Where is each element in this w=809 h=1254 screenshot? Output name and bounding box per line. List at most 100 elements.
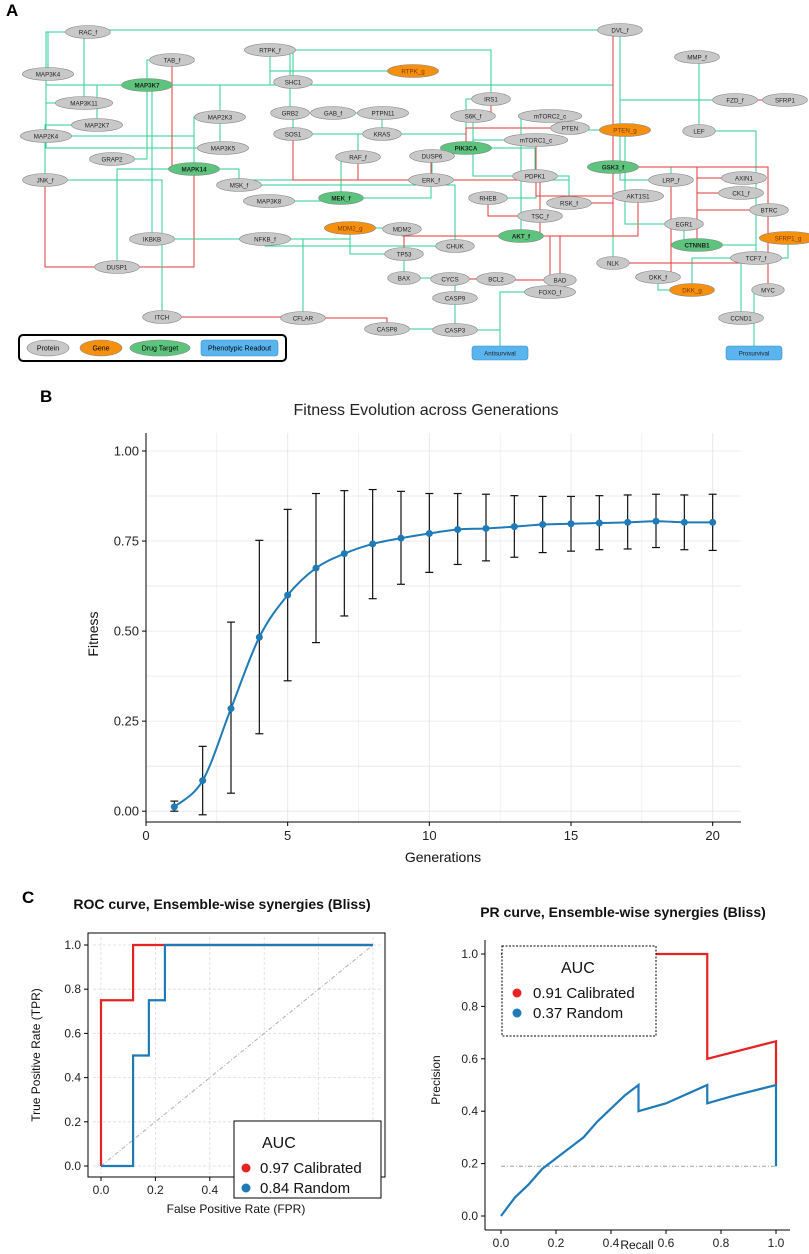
fitness-plot-area xyxy=(146,433,741,822)
edge-irs1-to-pik3ca xyxy=(463,98,491,149)
node-antisurvival: Antisurvival xyxy=(471,345,529,361)
svg-text:LRP_f: LRP_f xyxy=(662,177,679,184)
svg-text:DVL_f: DVL_f xyxy=(611,27,628,34)
pr-y-tick-label: 0.4 xyxy=(461,1104,478,1118)
node-ccnd1: CCND1 xyxy=(718,311,764,325)
node-map2k7: MAP2K7 xyxy=(71,118,123,132)
svg-text:MEK_f: MEK_f xyxy=(331,195,351,202)
legend-gene: Gene xyxy=(92,346,109,353)
fitness-point xyxy=(170,803,178,811)
edge-rtpk-f-to-irs1 xyxy=(270,49,494,100)
pr-xlabel: Recall xyxy=(620,1238,653,1252)
edge-map3k7-to-rtpk-f xyxy=(147,49,273,86)
node-map3k11: MAP3K11 xyxy=(54,96,114,110)
network-legend: Protein Gene Drug Target Phenotypic Read… xyxy=(18,334,287,362)
svg-text:CFLAR: CFLAR xyxy=(293,315,314,322)
fitness-point xyxy=(652,517,660,525)
svg-text:AKT1S1: AKT1S1 xyxy=(626,193,650,200)
svg-text:NFKB_f: NFKB_f xyxy=(254,236,276,243)
node-mdm2: MDM2 xyxy=(382,222,422,236)
fitness-chart: 0 5 10 15 20 0.00 0.25 0.50 0.75 1.00 Fitness Evo… xyxy=(85,402,741,865)
fitness-point xyxy=(539,520,547,528)
svg-text:RSK_f: RSK_f xyxy=(560,200,578,207)
svg-text:RHEB: RHEB xyxy=(479,195,496,202)
node-raf-f: RAF_f xyxy=(335,150,381,164)
edge-map3k5-to-map2k4 xyxy=(43,135,223,149)
svg-text:CASP9: CASP9 xyxy=(445,295,466,302)
fitness-point xyxy=(199,777,207,785)
edge-mmp-f-to-lef xyxy=(696,56,702,132)
edge-gsk3-f-to-myc xyxy=(613,166,771,291)
svg-text:SFRP1_g: SFRP1_g xyxy=(775,235,802,242)
node-lef: LEF xyxy=(682,124,716,138)
node-sos1: SOS1 xyxy=(273,127,313,141)
roc-y-tick-label: 0.6 xyxy=(64,1026,81,1040)
svg-text:mTORC2_c: mTORC2_c xyxy=(534,113,567,120)
node-map3k8: MAP3K8 xyxy=(243,194,295,208)
svg-text:MYC: MYC xyxy=(761,287,775,294)
pr-x-tick-label: 0.4 xyxy=(603,1236,620,1250)
edge-dusp1-to-jnk-f xyxy=(42,179,117,268)
svg-text:KRAS: KRAS xyxy=(374,131,391,138)
svg-text:ITCH: ITCH xyxy=(155,314,169,321)
svg-text:IKBKB: IKBKB xyxy=(143,236,161,243)
svg-text:BAX: BAX xyxy=(398,275,410,282)
node-mtorc1-c: mTORC1_c xyxy=(503,133,569,147)
network-nodes: RAC_f TAB_f RTPK_f DVL_f MMP_f MAP3K4 MAP3K7 RT… xyxy=(20,23,809,361)
pr-legend-dot-calibrated xyxy=(512,988,522,998)
edge-akt1s1-to-mtorc1-c xyxy=(533,139,638,197)
edge-foxo-f-to-antisurvival xyxy=(497,291,550,354)
node-dusp6: DUSP6 xyxy=(409,149,455,163)
edge-ck1-f-to-ctnnb1 xyxy=(694,192,741,246)
node-s6k-f: S6K_f xyxy=(450,109,496,123)
fitness-ylabel: Fitness xyxy=(85,611,101,656)
edge-dvl-f-to-rac-f xyxy=(85,27,620,33)
node-myc: MYC xyxy=(751,283,785,297)
fitness-point xyxy=(369,540,377,548)
roc-legend-calibrated: 0.97 Calibrated xyxy=(260,1160,362,1177)
fitness-x-tick-label: 0 xyxy=(142,828,149,843)
node-map3k5: MAP3K5 xyxy=(197,141,249,155)
edge-lef-to-tcf7-f xyxy=(699,130,759,259)
pr-legend: AUC 0.91 Calibrated 0.37 Random xyxy=(501,945,657,1037)
node-rtpk-g: RTPK_g xyxy=(387,64,439,78)
node-chuk: CHUK xyxy=(435,239,475,253)
svg-text:MAP2K3: MAP2K3 xyxy=(208,114,233,121)
roc-series-random xyxy=(101,943,373,1168)
node-ikbkb: IKBKB xyxy=(129,232,175,246)
fitness-x-tick-label: 20 xyxy=(705,828,719,843)
node-tab-f: TAB_f xyxy=(149,53,195,67)
fitness-marks xyxy=(170,488,717,816)
fitness-point xyxy=(284,591,292,599)
pr-chart: 0.0 0.2 0.4 0.6 0.8 1.0 0.0 0.2 0.4 0.6 0.8 1.0 PR … xyxy=(429,904,790,1252)
fitness-point xyxy=(624,518,632,526)
svg-text:MAP3K5: MAP3K5 xyxy=(211,145,236,152)
edge-fzd-f-to-dvl-f xyxy=(617,29,735,101)
node-mek-f: MEK_f xyxy=(318,191,364,205)
svg-text:CYCS: CYCS xyxy=(441,276,458,283)
svg-text:MAP3K8: MAP3K8 xyxy=(257,198,282,205)
node-mmp-f: MMP_f xyxy=(674,50,720,64)
svg-text:RAF_f: RAF_f xyxy=(349,154,367,161)
node-pdpk1: PDPK1 xyxy=(512,169,558,183)
node-prosurvival: Prosurvival xyxy=(725,345,783,361)
roc-marks xyxy=(99,943,374,1168)
svg-text:TP53: TP53 xyxy=(397,251,412,258)
fitness-x-tick-label: 5 xyxy=(284,828,291,843)
node-itch: ITCH xyxy=(142,310,182,324)
node-akt1s1: AKT1S1 xyxy=(612,189,664,203)
node-erk-f: ERK_f xyxy=(408,173,454,187)
roc-y-tick-label: 0.8 xyxy=(64,982,81,996)
node-msk-f: MSK_f xyxy=(216,178,262,192)
svg-text:PTEN: PTEN xyxy=(562,125,579,132)
svg-text:MAP2K7: MAP2K7 xyxy=(85,122,110,129)
svg-text:MAP2K4: MAP2K4 xyxy=(34,133,59,140)
edge-rac-f-to-map3k11 xyxy=(81,31,88,104)
roc-y-tick-label: 0.2 xyxy=(64,1115,81,1129)
node-rtpk-f: RTPK_f xyxy=(244,43,296,57)
svg-text:TSC_f: TSC_f xyxy=(531,213,549,220)
edge-msk-f-to-chuk xyxy=(239,184,458,247)
panel-label-c: C xyxy=(22,888,34,907)
fitness-point xyxy=(425,529,433,537)
node-map3k4: MAP3K4 xyxy=(22,67,74,81)
